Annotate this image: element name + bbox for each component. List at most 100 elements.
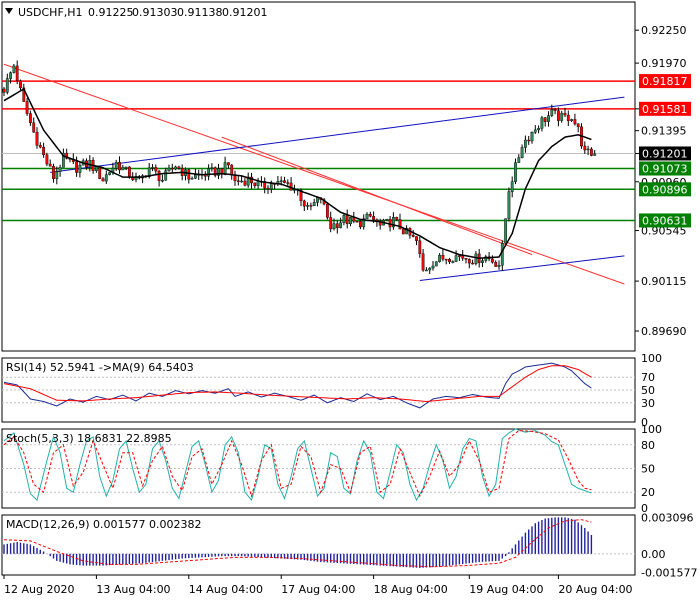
stoch-tick-label: 100 <box>641 423 662 436</box>
candle-body <box>193 174 197 179</box>
candle-body <box>223 162 227 175</box>
candle-body <box>500 242 504 266</box>
candle-body <box>474 253 478 264</box>
candle-body <box>425 269 428 272</box>
trendline <box>419 255 625 281</box>
candle-body <box>104 174 108 182</box>
rsi-title: RSI(14) 52.5941 ->MA(9) 64.5403 <box>6 361 194 374</box>
macd-signal-line <box>3 519 592 568</box>
candle-body <box>236 180 240 182</box>
price-label: 0.91817 <box>642 75 688 88</box>
candle-body <box>349 217 352 225</box>
trendline <box>3 63 625 285</box>
price-tick-label: 0.90545 <box>641 225 687 238</box>
candle-body <box>504 218 507 244</box>
candle-body <box>454 255 458 262</box>
candle-body <box>494 261 498 267</box>
candle-body <box>35 132 39 146</box>
x-tick-label: 14 Aug 04:00 <box>189 583 263 596</box>
candle-body <box>177 166 181 169</box>
price-label-box <box>639 182 691 197</box>
candle-body <box>481 260 484 263</box>
candle-body <box>210 167 214 169</box>
stoch-panel: 100 80 50 20 0 <box>1 423 662 515</box>
candle-body <box>471 262 474 265</box>
candle-body <box>570 119 574 121</box>
candle-body <box>217 168 220 176</box>
x-tick-label: 17 Aug 04:00 <box>281 583 355 596</box>
candle-body <box>127 166 131 178</box>
macd-panel: 0.003096 0.00 -0.001577 <box>1 511 697 579</box>
candle-body <box>29 113 32 123</box>
candle-body <box>147 167 151 178</box>
candle-body <box>38 145 42 148</box>
candle-body <box>118 162 121 171</box>
candle-body <box>491 258 494 263</box>
candle-body <box>124 166 128 169</box>
candle-body <box>256 181 260 186</box>
candle-body <box>385 218 389 221</box>
candle-body <box>362 218 366 228</box>
candle-body <box>230 164 234 175</box>
candle-body <box>444 258 448 261</box>
candle-body <box>240 180 243 183</box>
candle-body <box>5 78 9 93</box>
price-label: 0.91073 <box>642 163 688 176</box>
rsi-tick-label: 70 <box>641 371 655 384</box>
candle-body <box>583 145 587 151</box>
stoch-tick-label: 0 <box>641 502 648 515</box>
candle-body <box>530 132 534 142</box>
candle-body <box>510 181 514 192</box>
candle-body <box>187 169 191 180</box>
candle-body <box>543 117 547 122</box>
trendline <box>50 96 625 173</box>
x-tick-label: 19 Aug 04:00 <box>469 583 543 596</box>
collapse-triangle-icon[interactable] <box>5 8 13 14</box>
candle-body <box>359 221 362 228</box>
macd-title: MACD(12,26,9) 0.001577 0.002382 <box>6 518 202 531</box>
price-label-box <box>639 74 691 89</box>
candle-body <box>45 154 49 165</box>
candle-body <box>329 217 333 230</box>
candle-body <box>65 152 69 159</box>
stoch-tick-label: 50 <box>641 463 655 476</box>
candle-body <box>309 205 313 207</box>
candle-body <box>283 180 286 183</box>
candle-body <box>52 166 55 179</box>
rsi-tick-label: 100 <box>641 352 662 365</box>
candle-body <box>405 228 408 235</box>
candle-body <box>560 113 564 121</box>
candle-body <box>15 65 19 81</box>
price-label: 0.91201 <box>642 147 688 160</box>
candle-body <box>243 180 247 186</box>
candle-body <box>524 139 527 148</box>
candle-body <box>207 168 210 177</box>
candle-body <box>398 219 402 230</box>
stoch-series-line <box>3 430 592 498</box>
candle-body <box>114 162 118 169</box>
candle-body <box>339 222 342 228</box>
price-tick-label: 0.92250 <box>641 24 687 37</box>
price-tick-label: 0.89690 <box>641 325 687 338</box>
candle-body <box>269 183 273 190</box>
candle-body <box>593 153 597 156</box>
candle-body <box>32 122 36 133</box>
candle-body <box>299 190 303 202</box>
candle-body <box>88 159 92 168</box>
candle-body <box>451 261 455 263</box>
candle-body <box>563 113 567 116</box>
candle-body <box>438 255 441 262</box>
price-tick-label: 0.91970 <box>641 57 687 70</box>
symbol-label: USDCHF,H1 <box>18 6 83 19</box>
candle-body <box>365 213 369 219</box>
price-tick-label: 0.91395 <box>641 125 687 138</box>
candle-body <box>467 259 471 264</box>
macd-tick-label: 0.003096 <box>641 511 694 524</box>
candle-body <box>342 215 346 223</box>
candle-body <box>55 171 59 179</box>
ohlc-low: 0.91138 <box>177 6 223 19</box>
candle-body <box>497 265 501 267</box>
rsi-series-line <box>3 362 592 409</box>
candle-body <box>517 157 521 163</box>
